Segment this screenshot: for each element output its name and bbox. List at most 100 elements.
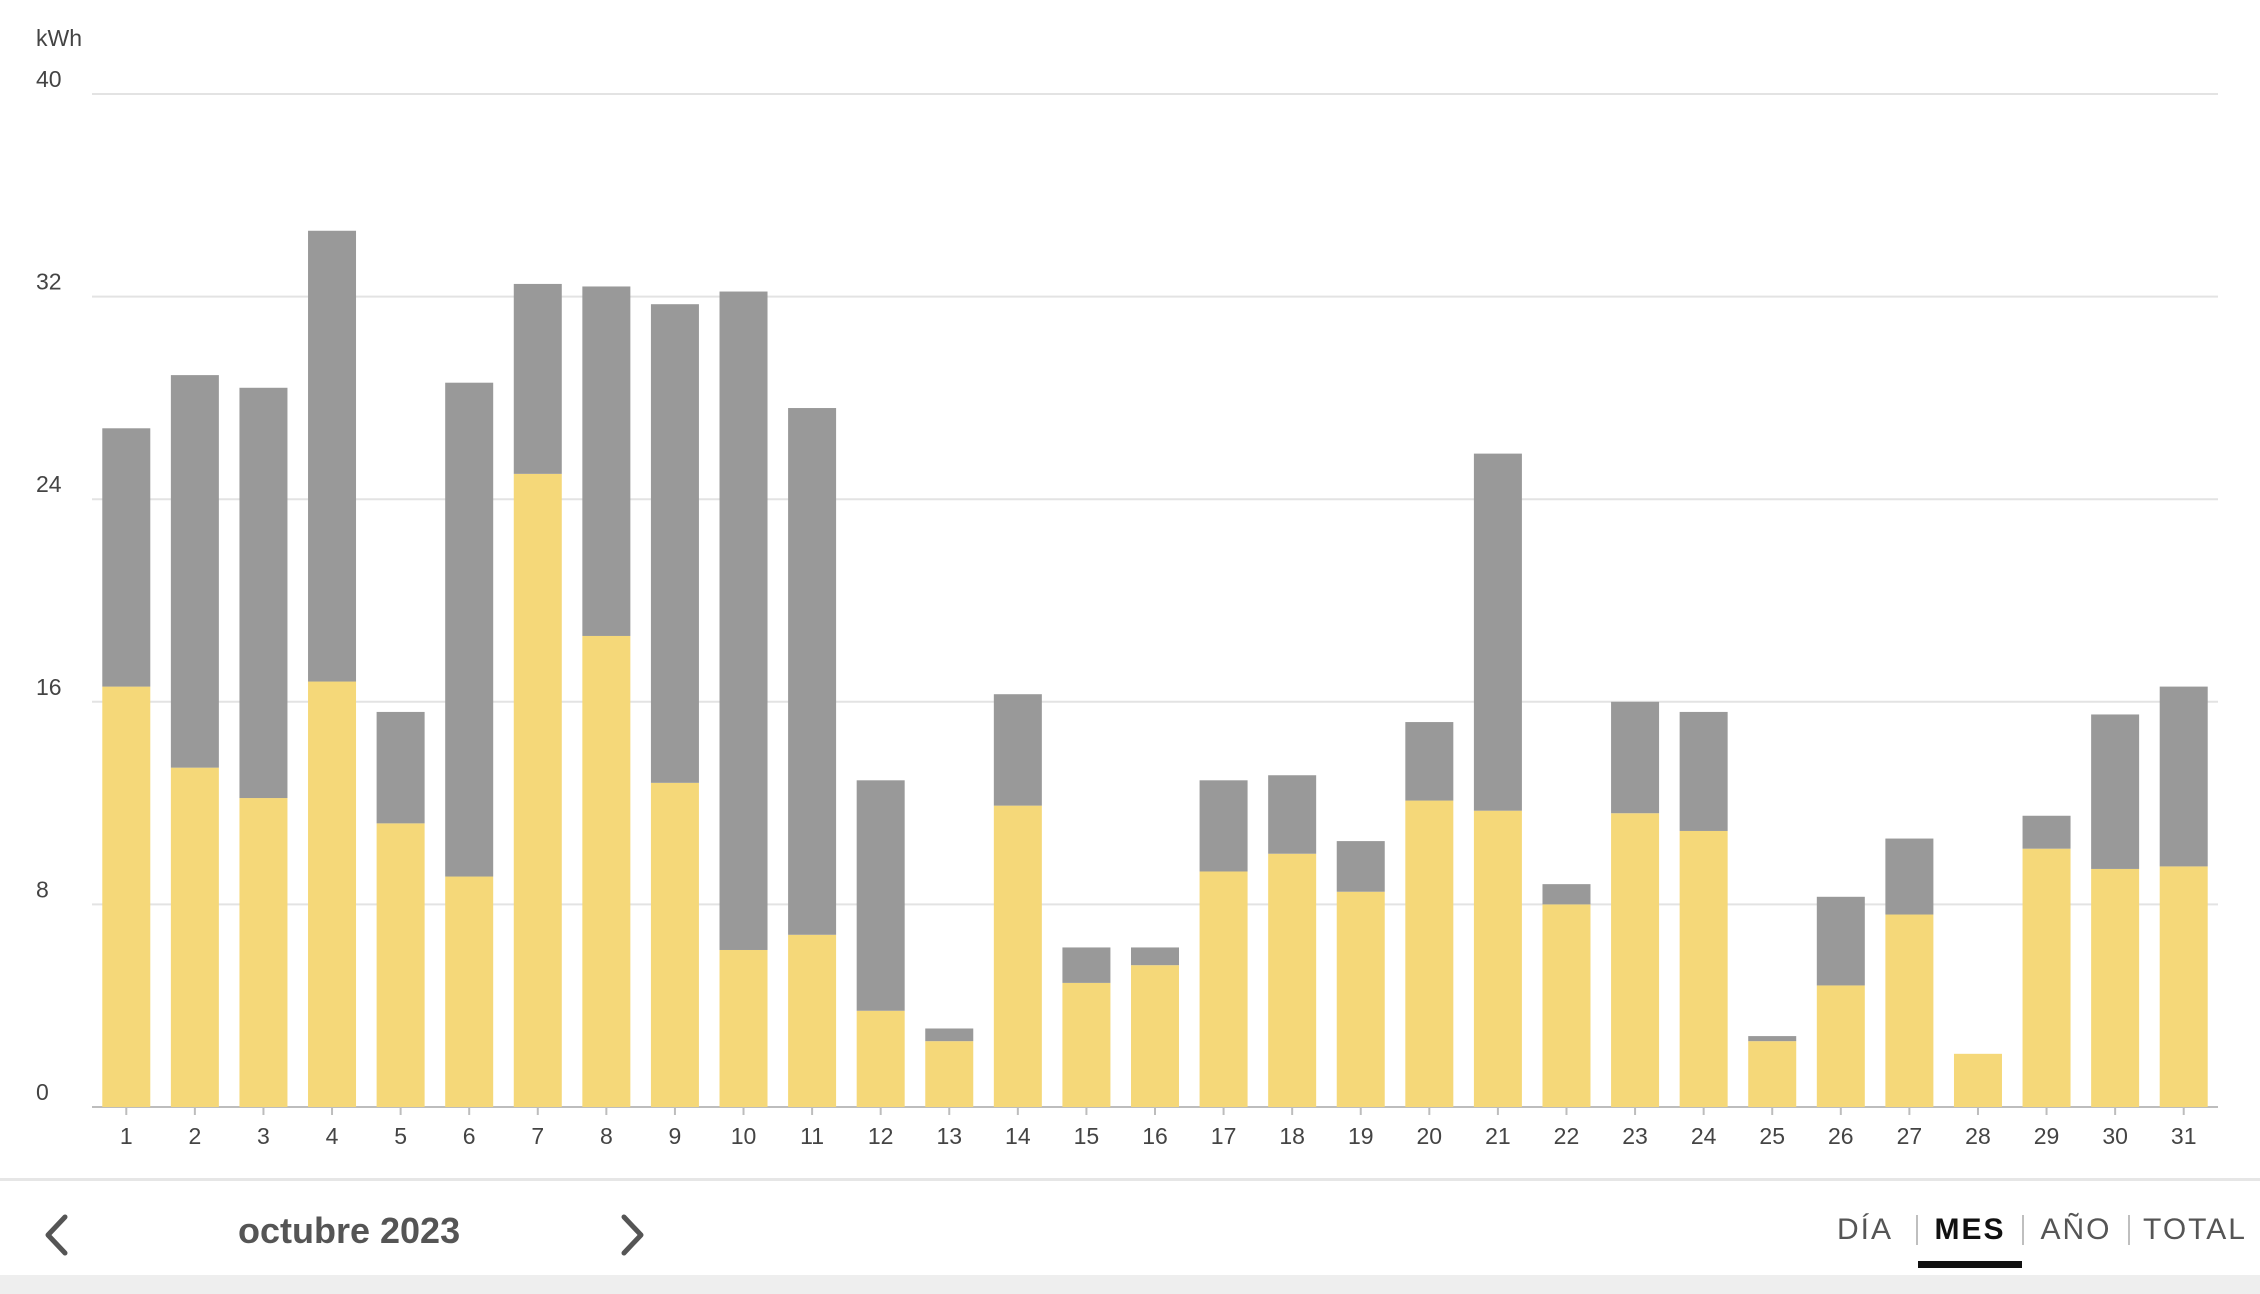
bar-segment-grey[interactable]	[719, 291, 768, 950]
bar-segment-grey[interactable]	[445, 382, 494, 877]
tab-dia[interactable]: DÍA	[1836, 1212, 1893, 1246]
tab-mes[interactable]: MES	[1918, 1181, 2022, 1278]
previous-period-button[interactable]	[36, 1211, 76, 1259]
bar-segment-yellow[interactable]	[1405, 800, 1454, 1107]
bar-segment-yellow[interactable]	[513, 473, 562, 1107]
bar-segment-yellow[interactable]	[1542, 904, 1591, 1107]
x-tick-label: 17	[1211, 1123, 1237, 1149]
bar-segment-grey[interactable]	[925, 1028, 974, 1042]
bar-segment-grey[interactable]	[2022, 815, 2071, 849]
bar-segment-yellow[interactable]	[1885, 914, 1934, 1107]
bar-segment-grey[interactable]	[2091, 714, 2140, 869]
bar-segment-grey[interactable]	[1611, 701, 1660, 814]
bar-segment-grey[interactable]	[993, 694, 1042, 806]
bar-segment-yellow[interactable]	[993, 805, 1042, 1107]
tab-divider	[2022, 1214, 2024, 1245]
bar-segment-yellow[interactable]	[1062, 982, 1111, 1107]
bar-segment-yellow[interactable]	[925, 1041, 974, 1107]
bar-segment-yellow[interactable]	[2091, 868, 2140, 1107]
x-tick-label: 26	[1828, 1123, 1854, 1149]
bar-segment-grey[interactable]	[1679, 711, 1728, 831]
bar-segment-grey[interactable]	[2159, 686, 2208, 867]
bar-segment-yellow[interactable]	[1199, 871, 1248, 1107]
bar-segment-grey[interactable]	[1336, 841, 1385, 892]
bar-segment-grey[interactable]	[1405, 722, 1454, 801]
bar-segment-grey[interactable]	[856, 780, 905, 1011]
x-tick-label: 29	[2034, 1123, 2060, 1149]
x-tick-label: 2	[188, 1123, 201, 1149]
footer-bar: octubre 2023 DÍA MES AÑO TOTAL	[0, 1178, 2260, 1278]
x-tick-label: 7	[531, 1123, 544, 1149]
bar-segment-yellow[interactable]	[1131, 965, 1179, 1107]
bar-segment-yellow[interactable]	[1336, 891, 1385, 1107]
x-tick-label: 30	[2102, 1123, 2128, 1149]
tab-total[interactable]: TOTAL	[2143, 1212, 2247, 1246]
bar-segment-yellow[interactable]	[1679, 830, 1728, 1107]
bar-segment-yellow[interactable]	[376, 823, 425, 1107]
x-tick-label: 28	[1965, 1123, 1991, 1149]
x-tick-label: 3	[257, 1123, 270, 1149]
bar-segment-yellow[interactable]	[445, 876, 494, 1107]
x-tick-label: 15	[1074, 1123, 1100, 1149]
bar-segment-grey[interactable]	[308, 230, 357, 682]
bar-segment-grey[interactable]	[1062, 947, 1111, 983]
bar-segment-grey[interactable]	[1268, 775, 1317, 854]
y-tick-label: 16	[36, 674, 62, 700]
bar-segment-grey[interactable]	[1542, 884, 1591, 905]
bar-segment-grey[interactable]	[1199, 780, 1248, 872]
x-tick-label: 21	[1485, 1123, 1511, 1149]
bar-segment-yellow[interactable]	[308, 681, 357, 1107]
bar-segment-grey[interactable]	[376, 711, 425, 824]
bar-segment-yellow[interactable]	[1473, 810, 1522, 1107]
tab-divider	[2128, 1214, 2130, 1245]
bar-segment-grey[interactable]	[239, 387, 288, 799]
bar-segment-yellow[interactable]	[1816, 985, 1865, 1107]
x-tick-label: 4	[326, 1123, 339, 1149]
x-tick-label: 31	[2171, 1123, 2197, 1149]
view-tabs: DÍA MES AÑO TOTAL	[1814, 1181, 2260, 1278]
x-tick-label: 11	[800, 1123, 824, 1149]
bar-segment-yellow[interactable]	[239, 798, 288, 1107]
bottom-strip	[0, 1275, 2260, 1294]
tab-ano[interactable]: AÑO	[2040, 1212, 2112, 1246]
x-tick-label: 10	[731, 1123, 757, 1149]
bar-segment-yellow[interactable]	[2022, 848, 2071, 1107]
bar-segment-yellow[interactable]	[582, 635, 631, 1107]
bar-segment-grey[interactable]	[170, 375, 219, 768]
bar-segment-yellow[interactable]	[650, 782, 699, 1107]
bar-segment-grey[interactable]	[1885, 838, 1934, 915]
x-tick-label: 24	[1691, 1123, 1717, 1149]
bar-segment-grey[interactable]	[1131, 947, 1179, 966]
bar-segment-yellow[interactable]	[788, 934, 837, 1107]
next-period-button[interactable]	[613, 1211, 653, 1259]
bar-segment-yellow[interactable]	[170, 767, 219, 1107]
bar-segment-grey[interactable]	[582, 286, 631, 636]
bar-segment-yellow[interactable]	[1748, 1041, 1797, 1107]
bar-segment-grey[interactable]	[650, 304, 699, 783]
period-label: octubre 2023	[238, 1210, 461, 1251]
bar-segment-grey[interactable]	[788, 408, 837, 935]
bar-segment-grey[interactable]	[1816, 896, 1865, 986]
bar-segment-grey[interactable]	[102, 428, 151, 687]
x-tick-label: 16	[1142, 1123, 1168, 1149]
x-tick-label: 12	[868, 1123, 894, 1149]
bar-segment-grey[interactable]	[1748, 1036, 1797, 1042]
bar-segment-yellow[interactable]	[719, 949, 768, 1107]
x-tick-label: 25	[1759, 1123, 1785, 1149]
tab-divider	[1916, 1214, 1918, 1245]
x-tick-label: 27	[1897, 1123, 1923, 1149]
bar-segment-yellow[interactable]	[1268, 853, 1317, 1107]
bar-segment-grey[interactable]	[1473, 453, 1522, 811]
x-tick-label: 20	[1417, 1123, 1443, 1149]
y-tick-label: 8	[36, 876, 49, 902]
bar-segment-yellow[interactable]	[102, 686, 151, 1107]
bar-segment-yellow[interactable]	[1611, 813, 1660, 1107]
x-tick-label: 1	[120, 1123, 133, 1149]
bar-segment-yellow[interactable]	[1953, 1053, 2002, 1107]
bar-segment-yellow[interactable]	[856, 1010, 905, 1107]
bar-segment-grey[interactable]	[513, 283, 562, 474]
bar-segment-yellow[interactable]	[2159, 866, 2208, 1107]
x-tick-label: 6	[463, 1123, 476, 1149]
